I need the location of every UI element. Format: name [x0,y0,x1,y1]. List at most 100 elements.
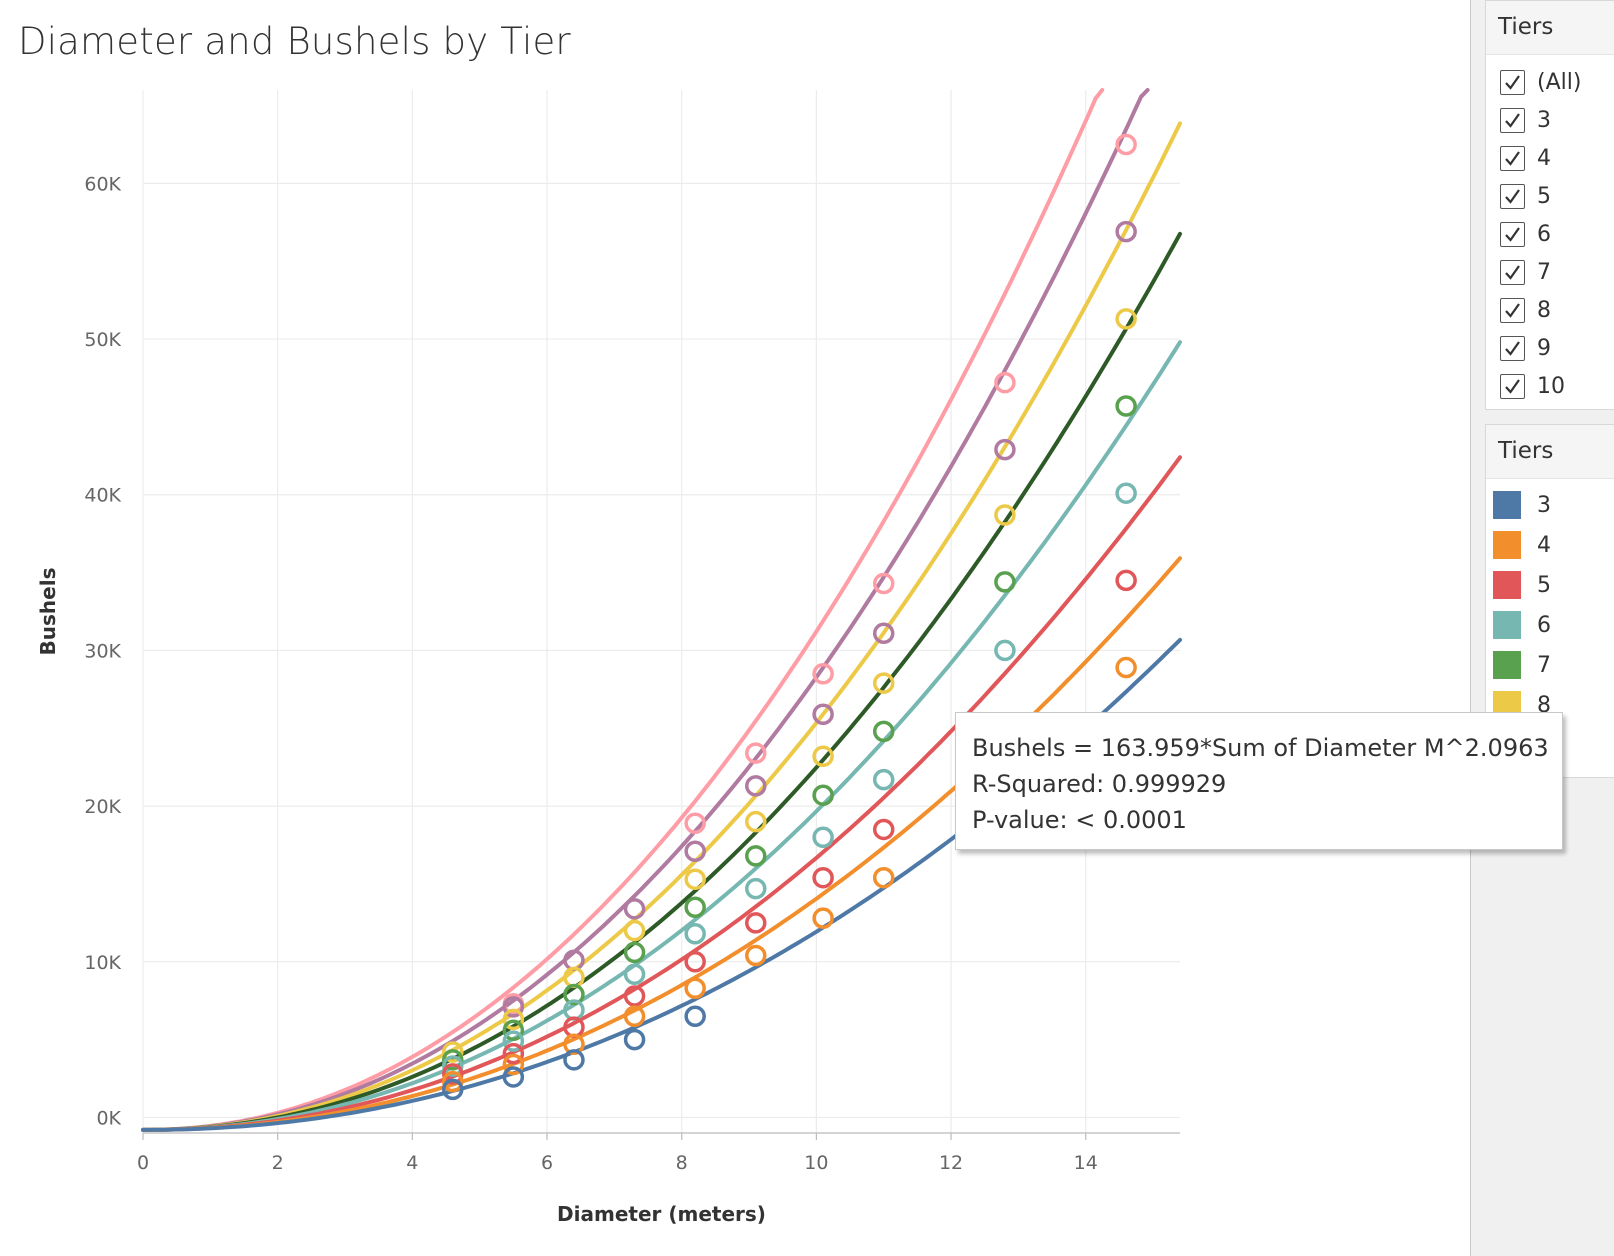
data-point-tier-6[interactable] [684,922,706,945]
data-point-tier-6[interactable] [1115,482,1137,504]
legend-item[interactable]: 5 [1486,565,1614,605]
chart[interactable]: 0K 10K 20K 30K 40K 50K 60K 0 2 4 6 8 10 12 14 Diamete… [0,0,1470,1256]
data-point-tier-5[interactable] [442,1063,464,1085]
data-point-tier-3[interactable] [563,1049,585,1071]
data-point-tier-4[interactable] [684,977,706,999]
y-axis-title: Bushels [36,568,60,656]
data-point-tier-5[interactable] [502,1042,525,1065]
filter-item[interactable]: 5 [1486,177,1614,215]
data-point-tier-5[interactable] [684,951,706,973]
data-point-tier-4[interactable] [812,907,834,929]
data-point-tier-4[interactable] [563,1033,585,1056]
legend-item[interactable]: 6 [1486,605,1614,645]
filter-item-label: 4 [1537,145,1551,171]
trend-line-tier-8[interactable] [141,121,1182,1132]
data-point-tier-6[interactable] [872,768,895,791]
data-point-tier-8[interactable] [502,1008,525,1031]
data-point-tier-8[interactable] [994,504,1016,526]
data-point-tier-10[interactable] [994,371,1016,394]
filter-item[interactable]: 7 [1486,253,1614,291]
data-point-tier-8[interactable] [442,1041,464,1063]
data-point-tier-6[interactable] [442,1055,464,1077]
data-point-tier-5[interactable] [812,866,834,889]
data-point-tier-7[interactable] [1115,395,1137,417]
data-point-tier-5[interactable] [872,818,895,841]
x-axis: 0 2 4 6 8 10 12 14 [137,1132,1180,1174]
trend-line-tier-7[interactable] [141,231,1182,1132]
data-point-tier-9[interactable] [745,775,767,797]
data-point-tier-3[interactable] [623,1028,646,1051]
legend-item-label: 7 [1537,652,1551,678]
data-point-tier-3[interactable] [684,1005,706,1027]
data-point-tier-4[interactable] [623,1005,646,1027]
data-point-tier-9[interactable] [994,438,1016,461]
data-point-tier-10[interactable] [1115,133,1137,156]
filter-item[interactable]: 9 [1486,329,1614,367]
data-point-tier-8[interactable] [623,919,646,942]
data-point-tier-3[interactable] [442,1078,464,1101]
data-point-tier-7[interactable] [994,571,1016,593]
checkbox[interactable] [1500,335,1525,361]
data-point-tier-7[interactable] [442,1049,464,1071]
data-point-tier-7[interactable] [563,983,585,1006]
data-point-tier-6[interactable] [623,963,646,985]
data-point-tier-5[interactable] [1115,569,1137,592]
filter-item[interactable]: 3 [1486,101,1614,139]
data-point-tier-4[interactable] [1115,656,1137,679]
data-point-tier-8[interactable] [1115,308,1137,330]
data-point-tier-10[interactable] [872,572,895,595]
data-point-tier-9[interactable] [502,996,525,1018]
data-point-tier-9[interactable] [872,622,895,645]
data-point-tier-7[interactable] [745,845,767,867]
checkbox[interactable] [1500,221,1525,247]
data-point-tier-10[interactable] [745,742,767,764]
data-point-tier-6[interactable] [502,1030,525,1052]
filter-item[interactable]: 4 [1486,139,1614,177]
checkbox[interactable] [1500,373,1525,399]
data-point-tier-9[interactable] [812,703,834,725]
data-point-tier-8[interactable] [812,745,834,768]
legend-item[interactable]: 3 [1486,485,1614,525]
data-point-tier-4[interactable] [442,1070,464,1093]
data-point-tier-6[interactable] [745,877,767,900]
trend-line-tier-10[interactable] [141,88,1105,1132]
legend-item-label: 5 [1537,572,1551,598]
trend-line-tier-9[interactable] [141,88,1150,1132]
checkbox[interactable] [1500,107,1525,133]
data-point-tier-3[interactable] [502,1066,525,1088]
checkbox[interactable] [1500,297,1525,323]
data-point-tier-7[interactable] [502,1019,525,1042]
data-point-tier-9[interactable] [1115,220,1137,243]
legend-swatch [1493,571,1521,599]
data-point-tier-8[interactable] [745,810,767,833]
checkbox[interactable] [1500,259,1525,285]
data-point-tier-4[interactable] [745,944,767,967]
data-point-tier-4[interactable] [872,866,895,889]
filter-item-label: (All) [1537,69,1582,95]
data-point-tier-9[interactable] [684,840,706,862]
data-point-tier-8[interactable] [684,868,706,891]
data-point-tier-8[interactable] [872,672,895,694]
data-point-tier-7[interactable] [812,784,834,806]
data-point-tier-10[interactable] [812,663,834,685]
filter-item[interactable]: 8 [1486,291,1614,329]
filter-item[interactable]: 6 [1486,215,1614,253]
legend-item[interactable]: 4 [1486,525,1614,565]
data-point-tier-9[interactable] [623,898,646,920]
data-point-tier-7[interactable] [684,896,706,919]
filter-item[interactable]: 10 [1486,367,1614,405]
data-point-tier-5[interactable] [745,912,767,934]
filter-item[interactable]: (All) [1486,63,1614,101]
trend-line-tier-5[interactable] [141,455,1182,1132]
checkbox[interactable] [1500,183,1525,209]
legend-item[interactable]: 7 [1486,645,1614,685]
data-point-tier-6[interactable] [994,639,1016,662]
data-point-tier-5[interactable] [623,985,646,1007]
data-point-tier-7[interactable] [872,720,895,743]
data-point-tier-7[interactable] [623,941,646,964]
data-point-tier-4[interactable] [502,1053,525,1076]
data-point-tier-10[interactable] [684,812,706,834]
checkbox[interactable] [1500,69,1525,95]
data-point-tier-6[interactable] [812,826,834,848]
checkbox[interactable] [1500,145,1525,171]
